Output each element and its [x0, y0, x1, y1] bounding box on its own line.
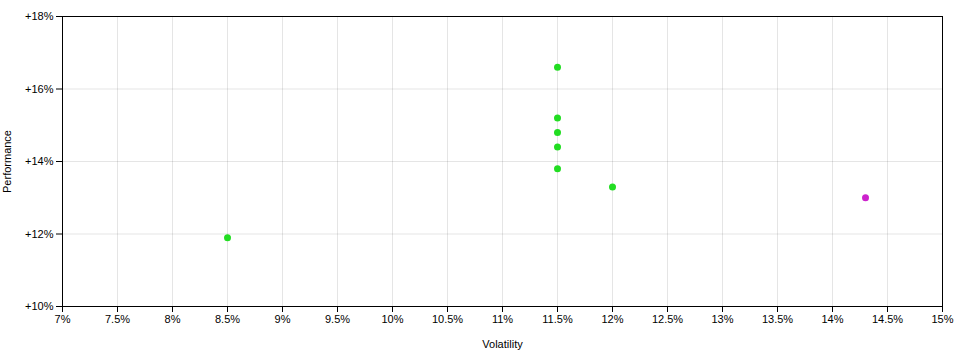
svg-text:9%: 9% — [275, 313, 291, 325]
svg-text:13.5%: 13.5% — [762, 313, 793, 325]
svg-text:10.5%: 10.5% — [432, 313, 463, 325]
svg-text:+12%: +12% — [25, 228, 54, 240]
svg-text:12%: 12% — [601, 313, 623, 325]
svg-text:Performance: Performance — [1, 130, 13, 193]
svg-text:8%: 8% — [165, 313, 181, 325]
svg-text:11.5%: 11.5% — [542, 313, 573, 325]
svg-text:12.5%: 12.5% — [652, 313, 683, 325]
svg-text:7%: 7% — [55, 313, 71, 325]
svg-text:8.5%: 8.5% — [215, 313, 240, 325]
svg-text:15%: 15% — [931, 313, 953, 325]
svg-text:+10%: +10% — [25, 300, 54, 312]
svg-text:Volatility: Volatility — [482, 338, 523, 350]
svg-text:9.5%: 9.5% — [325, 313, 350, 325]
svg-text:14%: 14% — [821, 313, 843, 325]
svg-text:10%: 10% — [381, 313, 403, 325]
svg-text:+14%: +14% — [25, 155, 54, 167]
svg-text:+16%: +16% — [25, 83, 54, 95]
svg-text:13%: 13% — [711, 313, 733, 325]
svg-text:14.5%: 14.5% — [872, 313, 903, 325]
svg-text:7.5%: 7.5% — [105, 313, 130, 325]
svg-text:11%: 11% — [492, 313, 513, 325]
svg-text:+18%: +18% — [25, 10, 54, 22]
